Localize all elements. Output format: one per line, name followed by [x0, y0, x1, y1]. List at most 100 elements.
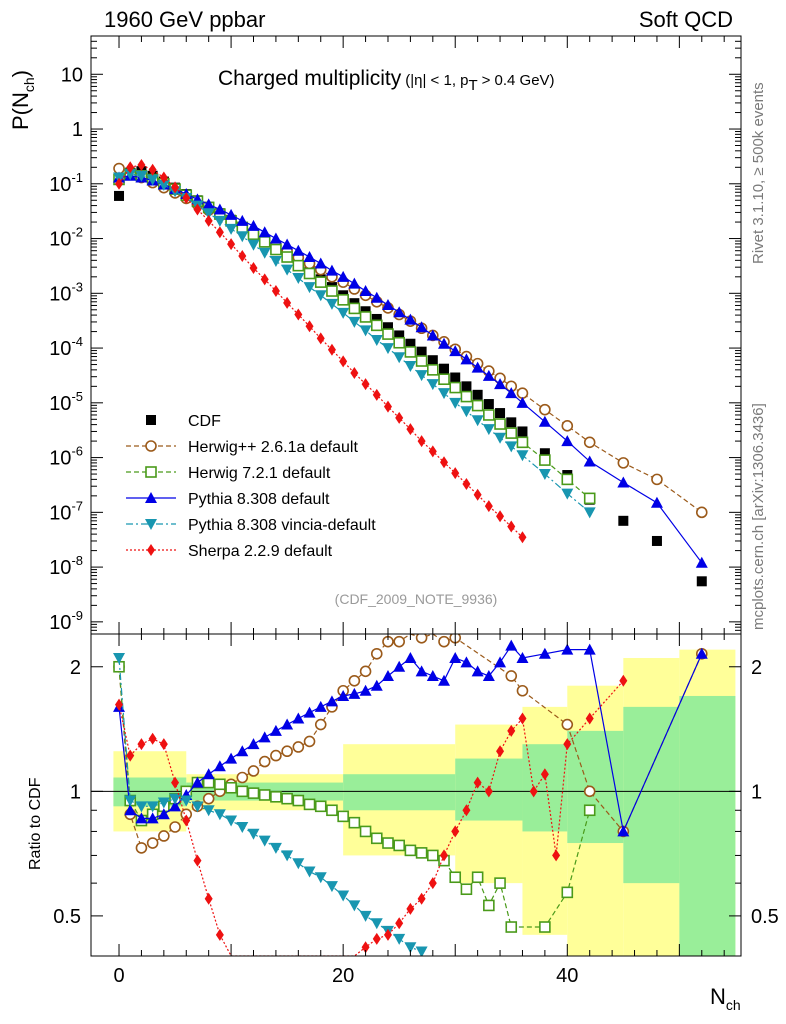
ratio-point: [225, 781, 237, 794]
data-point: [204, 214, 213, 227]
data-point: [292, 273, 305, 285]
data-point: [404, 313, 417, 325]
ratio-point: [281, 850, 294, 862]
ratio-point: [415, 665, 428, 677]
ratio-point: [258, 731, 271, 743]
data-point: [326, 285, 338, 297]
y-tick-label: 10-8: [49, 553, 83, 579]
data-point: [451, 467, 460, 480]
data-point: [393, 336, 405, 349]
data-point: [370, 335, 383, 347]
ratio-point: [370, 647, 383, 660]
ratio-point: [258, 755, 271, 768]
ratio-point: [583, 804, 596, 817]
data-point: [258, 247, 271, 259]
data-point: [325, 264, 338, 276]
data-point: [303, 267, 316, 280]
ratio-point: [135, 842, 148, 854]
legend: CDF Herwig++ 2.6.1a default Herwig 7.2.1 d…: [126, 413, 376, 560]
ratio-line: [118, 657, 422, 953]
ratio-point: [169, 821, 181, 833]
ratio-point: [505, 639, 518, 651]
ratio-point: [483, 899, 495, 912]
data-point: [417, 435, 426, 448]
data-point: [371, 313, 382, 324]
data-point: [393, 352, 406, 364]
ratio-point: [269, 842, 282, 854]
data-point: [382, 328, 394, 340]
data-point: [583, 492, 596, 505]
ratio-point: [583, 785, 596, 798]
data-point: [651, 473, 663, 486]
ratio-point: [539, 921, 551, 933]
data-point: [395, 411, 404, 424]
data-point: [314, 257, 327, 269]
ratio-point: [428, 877, 437, 890]
ratio-point: [337, 810, 349, 823]
data-point: [427, 355, 438, 366]
data-point: [484, 500, 493, 513]
data-point: [415, 370, 428, 382]
ratio-point: [281, 718, 294, 730]
ratio-point: [484, 785, 493, 798]
ratio-point: [583, 643, 596, 655]
data-point: [281, 251, 293, 263]
data-point: [305, 320, 314, 333]
data-point: [650, 496, 663, 508]
data-point: [439, 363, 450, 374]
data-point: [135, 170, 148, 182]
ratio-point: [113, 652, 126, 664]
data-point: [617, 476, 630, 488]
ratio-point: [359, 684, 372, 696]
y-tick-label: 10-9: [49, 608, 83, 634]
data-point: [303, 282, 316, 294]
data-point: [460, 353, 473, 365]
ratio-point: [460, 883, 473, 896]
ratio-point: [415, 946, 428, 956]
ratio-point: [471, 665, 484, 677]
y-tick-label: 10-7: [49, 498, 83, 524]
main-y-axis: 10 1 10-1 10-2 10-3 10-4 10-5 10-6 10-7 10-8 10-9: [49, 35, 741, 635]
data-point: [449, 397, 462, 409]
ratio-point: [393, 839, 405, 852]
data-point: [538, 415, 551, 427]
data-point: [114, 190, 125, 201]
ratio-y-tick-label: 0.5: [53, 906, 81, 928]
data-point: [260, 273, 269, 286]
legend-label: Sherpa 2.2.9 default: [188, 543, 333, 560]
y-tick-label: 10-6: [49, 444, 83, 470]
series-line: [118, 173, 591, 513]
legend-label: Pythia 8.308 vincia-default: [188, 517, 376, 534]
ratio-point: [225, 752, 238, 764]
ratio-point: [516, 684, 529, 697]
x-axis-label: Nch: [710, 984, 741, 1013]
data-point: [494, 378, 507, 390]
data-point: [561, 435, 574, 447]
ratio-point: [505, 670, 518, 682]
ratio-point: [382, 837, 394, 849]
data-point: [473, 488, 482, 501]
data-point: [314, 276, 327, 288]
legend-marker: [145, 440, 157, 452]
ratio-point: [359, 910, 372, 922]
uncertainty-band-inner: [623, 706, 680, 884]
data-point: [483, 399, 494, 410]
legend-label: Herwig 7.2.1 default: [188, 465, 331, 482]
ratio-point: [135, 812, 148, 824]
ratio-point: [415, 634, 428, 644]
ratio-point: [370, 679, 383, 691]
ratio-point: [213, 760, 226, 772]
data-point: [339, 355, 348, 368]
data-point: [449, 381, 462, 394]
ratio-point: [427, 849, 439, 862]
ratio-point: [292, 741, 305, 753]
data-point: [337, 270, 350, 282]
ratio-point: [337, 890, 350, 902]
ratio-y-label: Ratio to CDF: [27, 777, 44, 870]
ratio-point: [157, 797, 170, 809]
ratio-point: [695, 647, 708, 659]
data-point: [496, 510, 505, 523]
ratio-point: [247, 738, 260, 750]
ratio-point: [561, 643, 574, 655]
legend-marker: [145, 466, 157, 478]
